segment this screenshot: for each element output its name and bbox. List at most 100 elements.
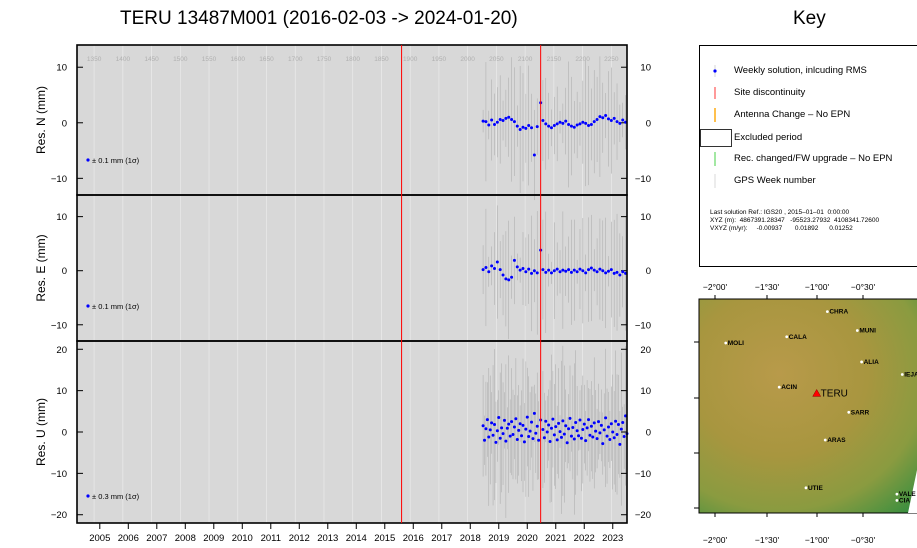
data-point <box>512 120 516 124</box>
data-point <box>564 119 568 123</box>
gps-week-label: 1650 <box>259 56 274 63</box>
legend-label: Excluded period <box>734 132 803 143</box>
data-point <box>568 416 572 420</box>
data-point <box>481 119 485 123</box>
data-point <box>572 268 576 272</box>
data-point <box>484 427 488 431</box>
gps-week-label: 1750 <box>317 56 332 63</box>
data-point <box>494 440 498 444</box>
data-point <box>598 115 602 119</box>
vxyz-text: VXYZ (m/yr): -0.00937 0.01892 0.01252 <box>710 225 853 232</box>
station-marker <box>777 385 781 389</box>
y-tick-label-left: 10 <box>56 386 67 397</box>
data-point <box>618 121 622 125</box>
legend-box-symbol <box>700 129 732 147</box>
data-point <box>485 418 489 422</box>
data-point <box>518 127 522 131</box>
y-tick-label-right: 20 <box>640 345 651 356</box>
data-point <box>534 431 538 435</box>
y-tick-label-right: −10 <box>635 174 651 185</box>
station-label: SARR <box>851 409 870 416</box>
data-point <box>558 120 562 124</box>
data-point <box>527 435 531 439</box>
station-marker <box>895 492 899 496</box>
data-point <box>578 267 582 271</box>
data-point <box>611 430 615 434</box>
lon-label-bottom: −1°00' <box>805 535 830 545</box>
station-label: ALIA <box>864 359 879 366</box>
x-tick-label: 2015 <box>374 533 395 544</box>
data-point <box>535 271 539 275</box>
data-point <box>612 116 616 120</box>
data-point <box>564 424 568 428</box>
x-tick-label: 2018 <box>460 533 481 544</box>
gps-week-label: 1700 <box>288 56 303 63</box>
data-point <box>528 429 532 433</box>
y-tick-label-left: 20 <box>56 345 67 356</box>
data-point <box>521 125 525 129</box>
data-point <box>551 417 555 421</box>
y-tick-label-right: 10 <box>640 63 651 74</box>
station-label: UTIE <box>808 485 823 492</box>
xyz-text: XYZ (m): 4867391.28347 -95523.27932 4108… <box>710 217 880 224</box>
data-point <box>498 117 502 121</box>
data-point <box>606 117 610 121</box>
data-point <box>515 265 519 269</box>
data-point <box>547 124 551 128</box>
data-point <box>562 432 566 436</box>
data-point <box>542 436 546 440</box>
data-point <box>569 434 573 438</box>
data-point <box>484 120 488 124</box>
gps-week-label: 1450 <box>144 56 159 63</box>
data-point <box>510 275 514 279</box>
y-tick-label-left: 10 <box>56 63 67 74</box>
lon-label-top: −0°30' <box>851 282 876 292</box>
gps-week-label: 1800 <box>345 56 360 63</box>
data-point <box>579 436 583 440</box>
data-point <box>575 270 579 274</box>
y-axis-label: Res. N (mm) <box>34 86 48 154</box>
data-point <box>507 115 511 119</box>
data-point <box>535 125 539 129</box>
lon-label-top: −2°00' <box>703 282 728 292</box>
data-point <box>585 426 589 430</box>
data-point <box>577 434 581 438</box>
data-point <box>549 126 553 130</box>
y-tick-label-right: 10 <box>640 386 651 397</box>
gps-week-label: 1550 <box>202 56 217 63</box>
data-point <box>608 437 612 441</box>
data-point <box>584 271 588 275</box>
gps-week-label: 1350 <box>87 56 102 63</box>
x-tick-label: 2021 <box>545 533 566 544</box>
data-point <box>535 424 539 428</box>
data-point <box>609 422 613 426</box>
data-point <box>521 267 525 271</box>
gps-week-label: 1600 <box>231 56 246 63</box>
data-point <box>598 267 602 271</box>
data-point <box>530 271 534 275</box>
data-point <box>571 425 575 429</box>
data-point <box>575 123 579 127</box>
gps-week-label: 2150 <box>547 56 562 63</box>
data-point <box>578 122 582 126</box>
data-point <box>555 438 559 442</box>
gps-week-label: 2000 <box>460 56 475 63</box>
data-point <box>581 269 585 273</box>
x-tick-label: 2008 <box>175 533 196 544</box>
data-point <box>504 116 508 120</box>
data-point <box>524 126 528 130</box>
data-point <box>530 420 534 424</box>
station-label: ACIN <box>781 384 797 391</box>
data-point <box>508 434 512 438</box>
data-point <box>524 427 528 431</box>
y-tick-label-right: 0 <box>646 428 651 439</box>
x-tick-label: 2006 <box>118 533 139 544</box>
x-tick-label: 2009 <box>203 533 224 544</box>
data-point <box>547 268 551 272</box>
x-tick-label: 2005 <box>89 533 110 544</box>
data-point <box>532 153 536 157</box>
data-point <box>498 268 502 272</box>
data-point <box>517 428 521 432</box>
